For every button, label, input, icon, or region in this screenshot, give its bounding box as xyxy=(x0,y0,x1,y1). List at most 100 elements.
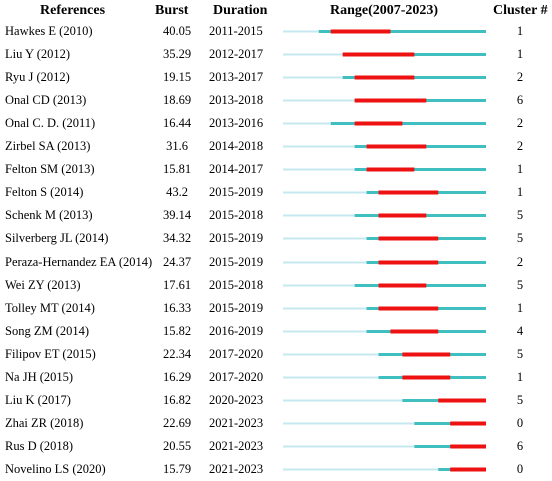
burst-strength: 16.29 xyxy=(162,369,192,384)
burst-bar xyxy=(450,421,486,426)
burst-duration: 2016-2019 xyxy=(209,323,264,338)
burst-bar xyxy=(366,167,415,172)
burst-duration: 2021-2023 xyxy=(209,461,264,476)
table-row: Ryu J (2012) 19.15 2013-2017 2 xyxy=(0,66,552,89)
burst-timeline xyxy=(283,444,486,449)
burst-duration: 2013-2016 xyxy=(209,116,264,131)
reference-label: Onal CD (2013) xyxy=(5,93,87,108)
burst-duration: 2011-2015 xyxy=(209,24,263,38)
header-references: References xyxy=(40,3,106,18)
timeline-active xyxy=(414,444,486,448)
burst-bar xyxy=(402,375,451,380)
table-row: Peraza-Hernandez EA (2014) 24.37 2015-2019… xyxy=(0,251,552,274)
burst-strength: 15.79 xyxy=(162,461,192,476)
table-row: Zirbel SA (2013) 31.6 2014-2018 2 xyxy=(0,135,552,158)
burst-timeline xyxy=(283,29,486,34)
cluster-id: 2 xyxy=(516,116,524,131)
burst-bar xyxy=(378,213,427,218)
reference-label: Liu Y (2012) xyxy=(5,47,71,62)
reference-label: Novelino LS (2020) xyxy=(5,461,106,476)
burst-timeline xyxy=(283,121,486,126)
burst-strength: 15.81 xyxy=(162,162,192,177)
burst-duration: 2013-2017 xyxy=(209,70,264,85)
cluster-id: 2 xyxy=(516,70,524,85)
cluster-id: 1 xyxy=(516,369,524,384)
burst-duration: 2015-2019 xyxy=(209,254,264,269)
burst-timeline xyxy=(283,375,486,380)
burst-strength: 22.69 xyxy=(162,415,192,430)
burst-duration: 2021-2023 xyxy=(209,415,264,430)
burst-strength: 20.55 xyxy=(162,438,192,453)
burst-strength: 24.37 xyxy=(162,254,192,269)
header-range: Range(2007-2023) xyxy=(330,3,439,18)
burst-duration: 2015-2018 xyxy=(209,277,264,292)
burst-duration: 2017-2020 xyxy=(209,346,264,361)
burst-bar xyxy=(354,121,403,126)
table-row: Silverberg JL (2014) 34.32 2015-2019 5 xyxy=(0,227,552,250)
burst-timeline xyxy=(283,283,486,288)
burst-strength: 19.15 xyxy=(162,70,192,85)
burst-strength: 22.34 xyxy=(162,346,192,361)
burst-timeline xyxy=(283,52,486,57)
table-row: Zhai ZR (2018) 22.69 2021-2023 0 xyxy=(0,412,552,435)
burst-strength: 31.6 xyxy=(166,139,188,154)
burst-bar xyxy=(330,29,391,34)
reference-label: Felton S (2014) xyxy=(5,185,84,200)
burst-timeline xyxy=(283,421,486,426)
burst-strength: 17.61 xyxy=(162,277,192,292)
burst-timeline xyxy=(283,236,486,241)
burst-duration: 2015-2019 xyxy=(209,300,264,315)
timeline-active xyxy=(354,168,486,172)
table-row: Schenk M (2013) 39.14 2015-2018 5 xyxy=(0,204,552,227)
burst-bar xyxy=(450,444,486,449)
burst-timeline xyxy=(283,260,486,264)
timeline-active xyxy=(318,30,486,33)
burst-timeline xyxy=(283,352,486,357)
reference-label: Felton SM (2013) xyxy=(5,162,95,177)
burst-duration: 2012-2017 xyxy=(209,47,264,62)
reference-label: Song ZM (2014) xyxy=(5,323,90,338)
cluster-id: 2 xyxy=(516,139,524,154)
burst-timeline xyxy=(283,467,486,472)
reference-label: Zirbel SA (2013) xyxy=(5,139,91,154)
burst-bar xyxy=(378,283,427,288)
table-row: Felton S (2014) 43.2 2015-2019 1 xyxy=(0,181,552,204)
burst-bar xyxy=(402,352,451,357)
burst-bar xyxy=(450,467,486,472)
burst-bar xyxy=(438,398,486,403)
reference-label: Filipov ET (2015) xyxy=(5,346,96,361)
table-row: Hawkes E (2010) 40.05 2011-2015 1 xyxy=(0,20,552,43)
burst-duration: 2017-2020 xyxy=(209,369,264,384)
cluster-id: 1 xyxy=(516,185,524,200)
burst-strength: 15.82 xyxy=(162,323,192,338)
timeline-active xyxy=(330,122,486,126)
burst-bar xyxy=(378,236,439,241)
burst-bar xyxy=(378,306,439,311)
burst-strength: 35.29 xyxy=(162,47,192,62)
table-row: Wei ZY (2013) 17.61 2015-2018 5 xyxy=(0,274,552,297)
timeline-base xyxy=(283,422,486,425)
burst-bar xyxy=(342,52,415,57)
cluster-id: 5 xyxy=(516,208,524,223)
reference-label: Hawkes E (2010) xyxy=(5,24,93,38)
cluster-id: 5 xyxy=(516,231,524,246)
burst-duration: 2014-2017 xyxy=(209,162,264,177)
reference-label: Onal C. D. (2011) xyxy=(5,116,96,131)
burst-timeline xyxy=(283,306,486,311)
burst-bar xyxy=(366,144,427,149)
table-row: Liu K (2017) 16.82 2020-2023 5 xyxy=(0,389,552,412)
table-row: Felton SM (2013) 15.81 2014-2017 1 xyxy=(0,158,552,181)
table-row: Filipov ET (2015) 22.34 2017-2020 5 xyxy=(0,343,552,366)
reference-label: Na JH (2015) xyxy=(5,369,74,384)
burst-strength: 16.33 xyxy=(162,300,192,315)
burst-bar xyxy=(378,190,439,195)
cluster-id: 6 xyxy=(516,93,524,108)
cluster-id: 0 xyxy=(516,415,524,430)
timeline-base xyxy=(283,445,486,448)
table-row: Novelino LS (2020) 15.79 2021-2023 0 xyxy=(0,458,552,481)
burst-duration: 2015-2018 xyxy=(209,208,264,223)
timeline-base xyxy=(283,468,486,471)
reference-label: Rus D (2018) xyxy=(5,438,74,453)
cluster-id: 1 xyxy=(516,24,524,38)
burst-strength: 43.2 xyxy=(166,185,188,200)
